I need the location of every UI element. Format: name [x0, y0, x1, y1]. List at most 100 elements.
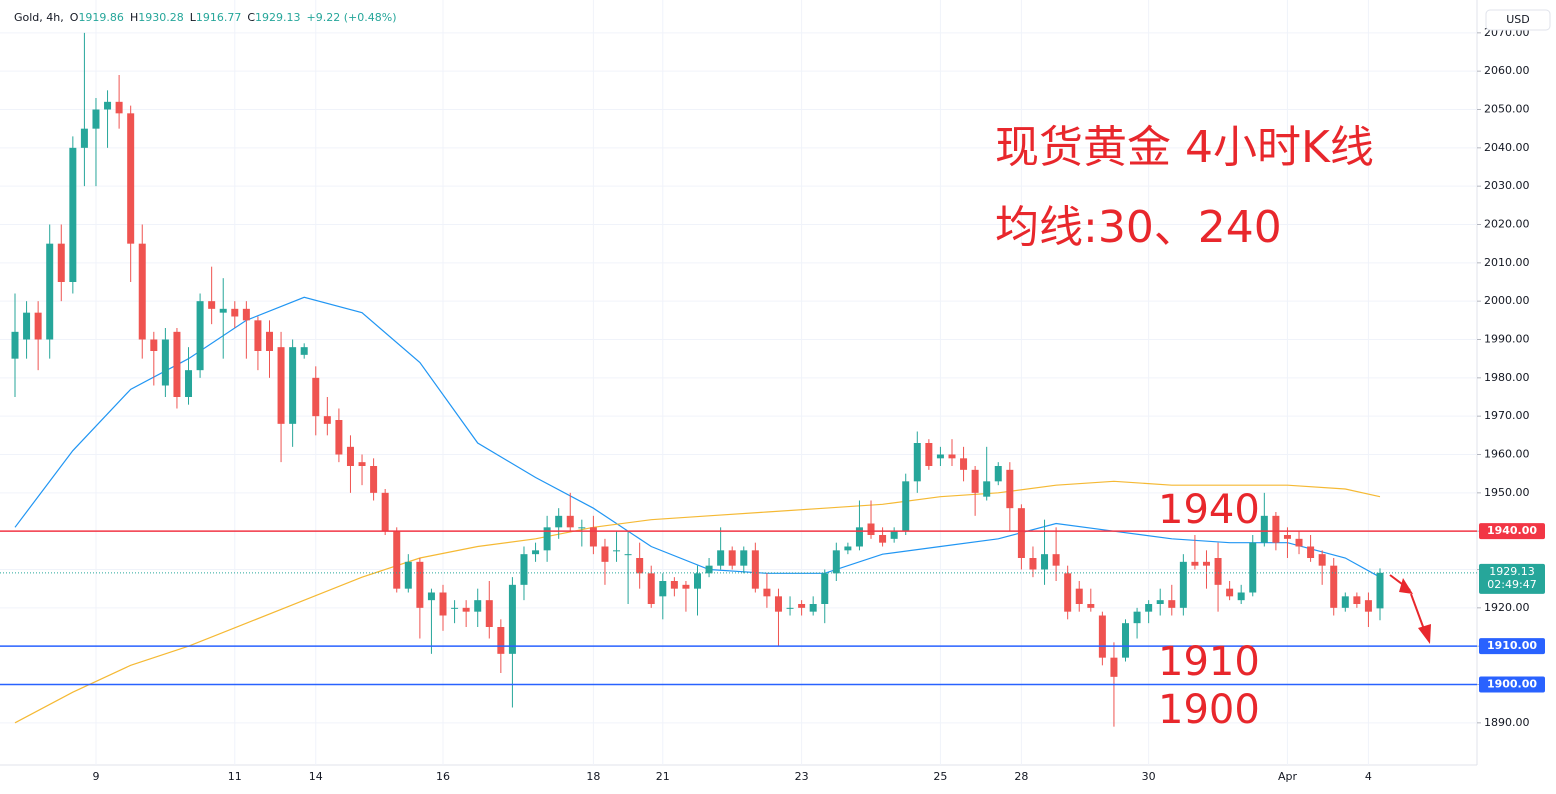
candle-body — [774, 596, 782, 612]
price-level-label: 1910.00 — [1487, 639, 1537, 652]
chart-subtitle: 均线:30、240 — [995, 202, 1282, 253]
candle-body — [913, 443, 921, 482]
candle-body — [809, 604, 817, 612]
candle-body — [740, 550, 748, 566]
candle-body — [601, 546, 609, 562]
candle-body — [867, 523, 875, 535]
candle-body — [1237, 592, 1245, 601]
y-tick-label: 1920.00 — [1484, 601, 1530, 614]
candle-body — [520, 554, 528, 585]
y-tick-label: 1950.00 — [1484, 486, 1530, 499]
candle-body — [578, 527, 586, 529]
countdown: 02:49:47 — [1487, 578, 1536, 591]
candle-body — [948, 454, 956, 459]
y-tick-label: 2020.00 — [1484, 218, 1530, 231]
candle-body — [57, 243, 65, 282]
price-level-tag — [1479, 676, 1545, 693]
candle-body — [34, 312, 42, 340]
change: +9.22 (+0.48%) — [306, 11, 397, 24]
candle-body — [555, 515, 563, 528]
candle-body — [1168, 600, 1176, 608]
candle-body — [323, 416, 331, 424]
candle-body — [971, 469, 979, 493]
y-tick-label: 1990.00 — [1484, 333, 1530, 346]
candle-body — [1179, 561, 1187, 608]
candle-body — [358, 462, 366, 466]
candle-body — [485, 600, 493, 627]
candle-body — [462, 607, 470, 612]
candle-body — [1364, 600, 1372, 612]
candle-body — [832, 550, 840, 574]
candle-body — [1272, 515, 1280, 543]
candle-body — [821, 573, 829, 604]
y-tick-label: 2000.00 — [1484, 294, 1530, 307]
candle-body — [127, 113, 135, 244]
candle-body — [786, 607, 794, 609]
candle-body — [1191, 561, 1199, 566]
candle-body — [312, 377, 320, 417]
ohlc-key: C — [247, 11, 256, 24]
symbol: Gold, 4h, — [14, 11, 64, 24]
candle-body — [404, 561, 412, 589]
candle-body — [335, 420, 343, 455]
candle-body — [717, 550, 725, 566]
y-tick-label: 1970.00 — [1484, 409, 1530, 422]
y-tick-label: 1980.00 — [1484, 371, 1530, 384]
ohlc-value: 1916.77 — [195, 11, 242, 24]
candle-body — [300, 347, 308, 355]
candle-body — [451, 607, 459, 609]
last-price-label: 1929.13 — [1489, 565, 1535, 578]
candle-body — [92, 109, 100, 129]
candle-body — [289, 347, 297, 424]
candle-body — [1133, 611, 1141, 624]
x-tick-label: 14 — [309, 770, 323, 783]
candle-body — [1260, 515, 1268, 543]
candle-body — [208, 301, 216, 309]
candle-body — [694, 573, 701, 589]
candle-body — [346, 446, 354, 466]
candle-body — [381, 492, 389, 532]
chart-title: 现货黄金 4小时K线 — [995, 122, 1374, 173]
x-tick-label: 23 — [795, 770, 809, 783]
y-tick-label: 2040.00 — [1484, 141, 1530, 154]
candle-body — [636, 558, 644, 574]
candle-body — [613, 550, 621, 552]
candle-body — [994, 466, 1002, 482]
candle-body — [80, 128, 88, 148]
candle-body — [265, 331, 273, 351]
candle-body — [11, 331, 19, 359]
candle-body — [427, 592, 435, 601]
y-tick-label: 2010.00 — [1484, 256, 1530, 269]
x-tick-label: 9 — [92, 770, 99, 783]
candle-body — [763, 588, 771, 597]
x-tick-label: 21 — [656, 770, 670, 783]
candle-body — [532, 550, 540, 555]
candle-body — [925, 443, 933, 466]
candle-body — [242, 308, 250, 321]
candle-body — [682, 584, 690, 589]
candle-body — [46, 243, 54, 340]
candle-body — [1283, 535, 1291, 539]
candle-body — [161, 339, 169, 386]
candle-body — [1064, 573, 1072, 612]
annotation: 1940 — [1158, 487, 1260, 533]
candle-body — [936, 454, 944, 459]
candle-body — [589, 527, 597, 547]
ohlc-key: O — [69, 11, 79, 24]
candle-body — [751, 550, 759, 589]
candle-body — [624, 554, 632, 556]
y-tick-label: 1890.00 — [1484, 716, 1530, 729]
candle-body — [1307, 546, 1315, 558]
candle-body — [254, 320, 262, 351]
x-tick-label: 28 — [1014, 770, 1028, 783]
candle-body — [508, 584, 516, 654]
candle-body — [185, 370, 193, 397]
candle-body — [890, 531, 898, 539]
candle-body — [1145, 604, 1153, 612]
x-tick-label: Apr — [1278, 770, 1298, 783]
candle-body — [1029, 558, 1037, 570]
moving-average — [14, 480, 1381, 724]
